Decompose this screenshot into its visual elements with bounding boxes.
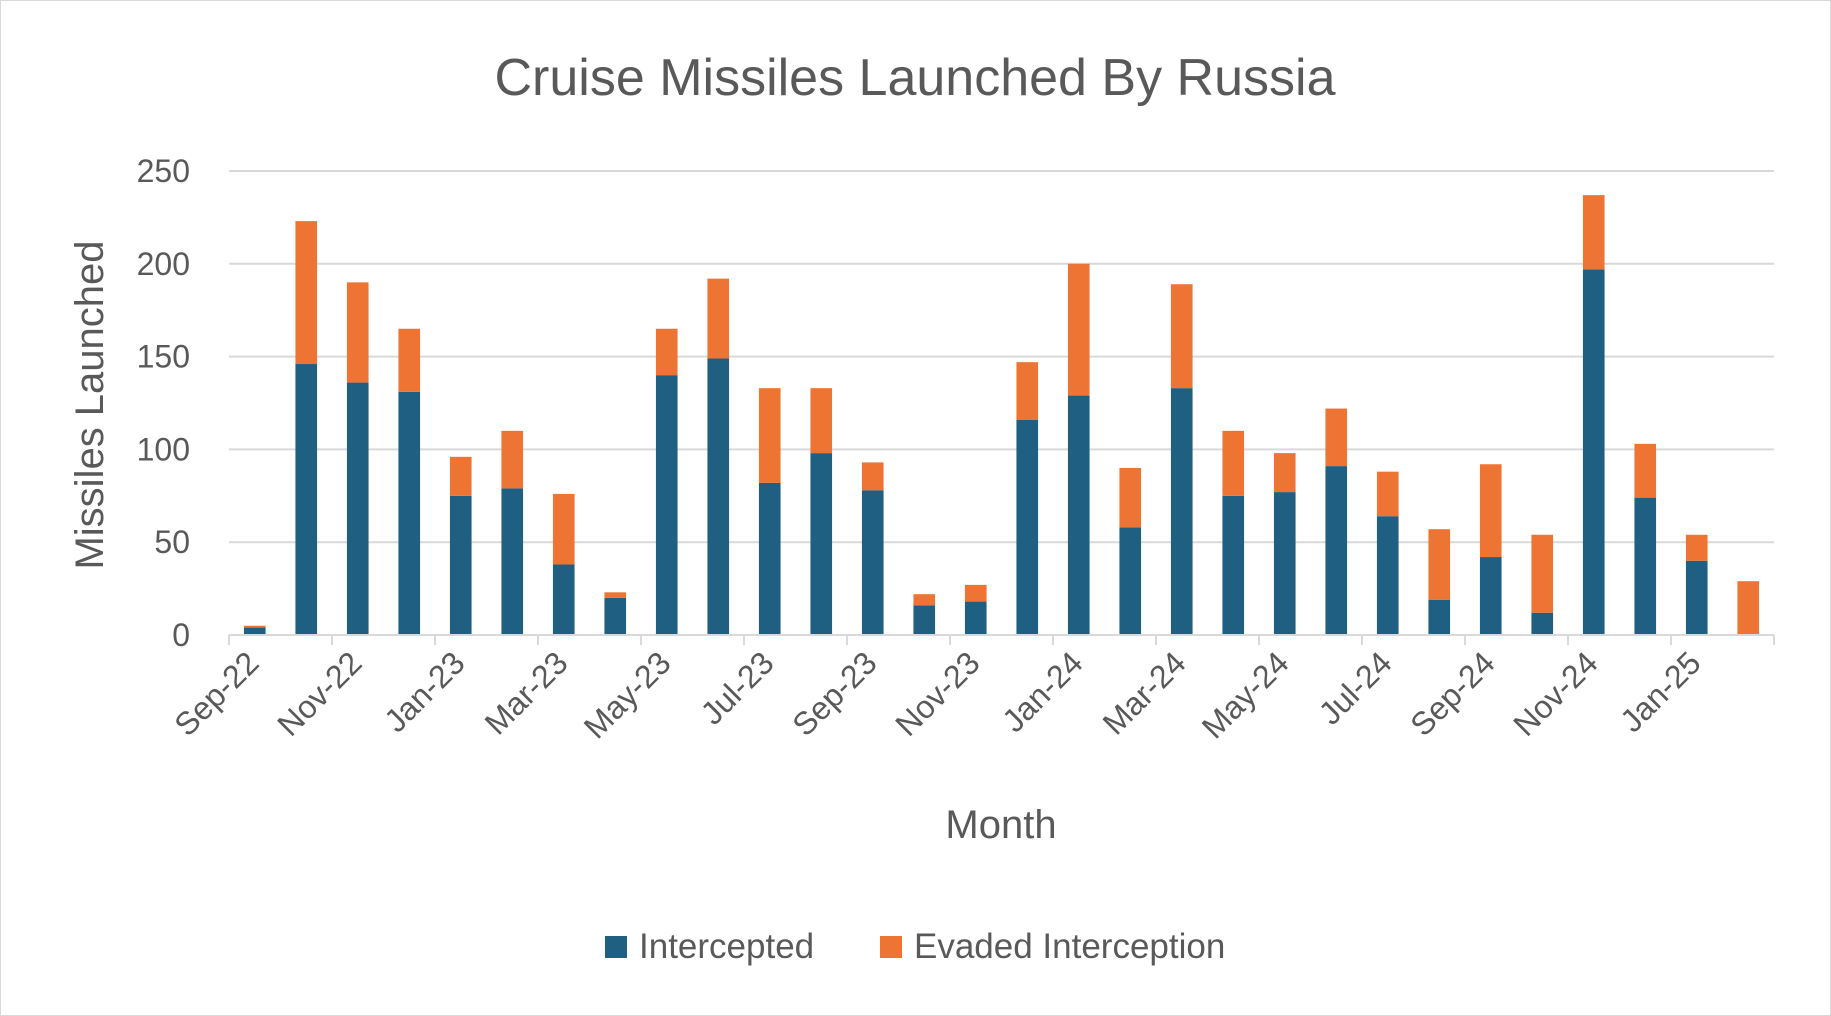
y-tick-label: 0 — [172, 617, 190, 653]
bar-intercepted — [1016, 419, 1039, 635]
legend-label-intercepted: Intercepted — [639, 927, 814, 966]
legend-swatch-intercepted — [605, 936, 627, 958]
bar-evaded — [861, 462, 884, 491]
bar-evaded — [346, 282, 369, 383]
x-tick-label: Jul-24 — [1312, 644, 1399, 731]
bar-evaded — [1737, 581, 1760, 635]
x-tick-label: Mar-23 — [478, 644, 575, 741]
bar-evaded — [552, 493, 575, 565]
bar-intercepted — [1582, 269, 1605, 635]
y-tick-label: 50 — [154, 524, 190, 560]
bar-intercepted — [1376, 516, 1399, 635]
bar-intercepted — [501, 488, 524, 635]
x-tick-label: Nov-22 — [270, 644, 368, 742]
bar-intercepted — [1273, 492, 1296, 635]
y-tick-label: 100 — [137, 431, 190, 467]
bar-intercepted — [964, 601, 987, 635]
bar-evaded — [707, 278, 730, 359]
bar-evaded — [964, 584, 987, 602]
bar-intercepted — [552, 564, 575, 635]
bar-intercepted — [913, 605, 936, 635]
legend-swatch-evaded — [880, 936, 902, 958]
bar-evaded — [501, 430, 524, 489]
bar-intercepted — [655, 375, 678, 635]
bar-evaded — [1222, 430, 1245, 496]
bar-evaded — [1685, 534, 1708, 561]
bar-intercepted — [604, 597, 627, 635]
bar-intercepted — [758, 482, 781, 635]
bar-evaded — [243, 625, 266, 628]
chart-title: Cruise Missiles Launched By Russia — [494, 49, 1335, 107]
bar-intercepted — [398, 391, 421, 635]
x-tick-label: Nov-23 — [888, 644, 986, 742]
y-tick-label: 200 — [137, 246, 190, 282]
x-tick-label: Jan-23 — [377, 644, 472, 739]
bar-evaded — [1531, 534, 1554, 613]
bar-evaded — [1582, 195, 1605, 270]
bar-evaded — [604, 592, 627, 598]
bar-intercepted — [1119, 527, 1142, 635]
bar-evaded — [913, 594, 936, 606]
bar-evaded — [1479, 464, 1502, 558]
x-tick-label: Sep-23 — [785, 644, 883, 742]
bar-evaded — [1376, 471, 1399, 517]
bar-intercepted — [346, 382, 369, 635]
bar-evaded — [655, 328, 678, 376]
bar-evaded — [1067, 263, 1090, 396]
bar-evaded — [449, 456, 472, 496]
x-tick-label: Sep-24 — [1403, 644, 1501, 742]
x-tick-label: May-24 — [1195, 644, 1296, 745]
y-tick-labels: 0 50 100 150 200 250 — [137, 153, 190, 653]
bar-evaded — [1170, 284, 1193, 389]
x-tick-marks — [228, 635, 1775, 645]
x-tick-label: Nov-24 — [1506, 644, 1604, 742]
gridlines — [229, 170, 1774, 544]
bar-intercepted — [1634, 497, 1657, 635]
bar-evaded — [1428, 529, 1451, 600]
x-tick-label: Jan-24 — [995, 644, 1090, 739]
x-tick-labels: Sep-22 Nov-22 Jan-23 Mar-23 May-23 Jul-23 Sep-… — [167, 644, 1707, 745]
y-tick-label: 250 — [137, 153, 190, 189]
bars — [243, 195, 1760, 635]
bar-evaded — [1016, 362, 1039, 420]
x-tick-label: Jan-25 — [1613, 644, 1708, 739]
x-tick-label: May-23 — [577, 644, 678, 745]
x-tick-label: Mar-24 — [1096, 644, 1193, 741]
bar-evaded — [398, 328, 421, 392]
legend: Intercepted Evaded Interception — [605, 927, 1225, 966]
bar-evaded — [810, 388, 833, 454]
bar-intercepted — [1685, 560, 1708, 635]
bar-intercepted — [1222, 495, 1245, 635]
bar-evaded — [1119, 467, 1142, 528]
bar-intercepted — [449, 495, 472, 635]
bar-intercepted — [1531, 612, 1554, 635]
y-axis-title: Missiles Launched — [68, 240, 112, 569]
legend-label-evaded: Evaded Interception — [914, 927, 1225, 966]
bar-evaded — [1273, 453, 1296, 493]
bar-intercepted — [707, 358, 730, 635]
bar-evaded — [1634, 443, 1657, 498]
y-tick-label: 150 — [137, 339, 190, 375]
bar-evaded — [1325, 408, 1348, 467]
x-axis-title: Month — [945, 803, 1056, 847]
bar-intercepted — [1479, 557, 1502, 635]
bar-evaded — [295, 221, 318, 365]
bar-intercepted — [295, 364, 318, 635]
x-tick-label: Sep-22 — [167, 644, 265, 742]
bar-intercepted — [1325, 466, 1348, 635]
bar-intercepted — [1428, 599, 1451, 635]
bar-intercepted — [1170, 388, 1193, 635]
bar-evaded — [758, 388, 781, 483]
bar-intercepted — [243, 627, 266, 635]
bar-intercepted — [861, 490, 884, 635]
bar-intercepted — [810, 453, 833, 635]
bar-intercepted — [1067, 395, 1090, 635]
x-tick-label: Jul-23 — [694, 644, 781, 731]
